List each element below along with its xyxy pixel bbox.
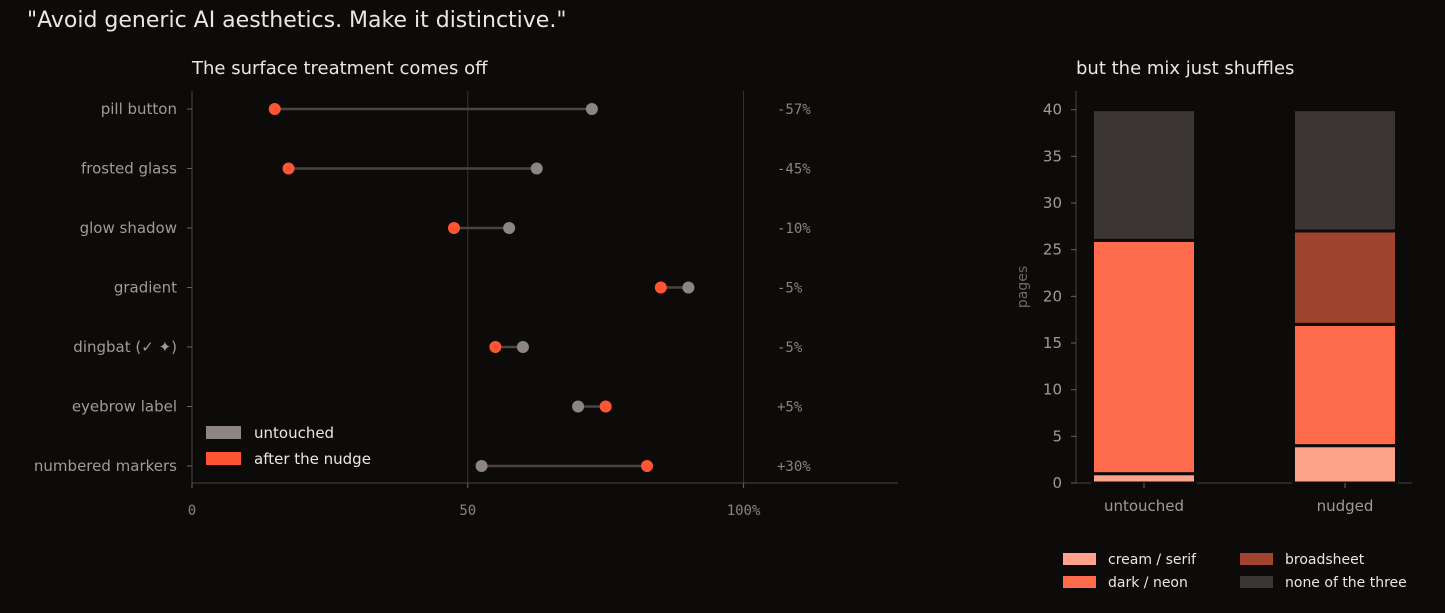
untouched-point	[503, 222, 516, 234]
legend-label-untouched: untouched	[254, 424, 334, 442]
y-tick-label: gradient	[114, 279, 177, 297]
x-tick-label: 0	[188, 503, 196, 519]
y-tick-label: dingbat (✓ ✦)	[73, 338, 177, 356]
after-nudge-point	[599, 400, 612, 413]
untouched-point	[572, 400, 585, 413]
untouched-point	[516, 341, 529, 353]
y-tick-label: 40	[1043, 101, 1062, 119]
y-axis-label: pages	[1015, 266, 1031, 308]
none-segment	[1292, 108, 1398, 233]
legend-swatch	[1240, 553, 1273, 565]
change-annotation: -57%	[777, 102, 811, 118]
untouched-point	[530, 162, 543, 175]
after-nudge-point	[641, 460, 654, 472]
change-annotation: +30%	[777, 459, 811, 475]
untouched-point	[475, 460, 488, 472]
change-annotation: +5%	[777, 400, 803, 416]
y-tick-label: frosted glass	[81, 160, 177, 178]
change-annotation: -5%	[777, 281, 803, 297]
untouched-point	[682, 281, 695, 294]
x-tick-label: 100%	[727, 503, 761, 519]
legend-label-after: after the nudge	[254, 450, 371, 468]
untouched-point	[585, 103, 598, 115]
legend-label: broadsheet	[1285, 552, 1365, 568]
after-nudge-point	[282, 162, 295, 175]
legend-swatch-untouched	[206, 426, 241, 439]
legend-label: none of the three	[1285, 575, 1407, 591]
y-tick-label: glow shadow	[80, 219, 177, 237]
figure-title: "Avoid generic AI aesthetics. Make it di…	[27, 8, 567, 33]
y-tick-label: 5	[1052, 427, 1062, 445]
legend-swatch	[1063, 553, 1096, 565]
y-tick-label: 0	[1052, 474, 1062, 492]
dark-neon-segment	[1091, 238, 1197, 476]
y-tick-label: 35	[1043, 147, 1062, 165]
x-tick-label: untouched	[1104, 497, 1184, 515]
cream-serif-segment	[1292, 444, 1398, 485]
legend-label: dark / neon	[1108, 575, 1188, 591]
x-tick-label: nudged	[1317, 497, 1374, 515]
x-tick-label: 50	[459, 503, 476, 519]
y-tick-label: 10	[1043, 381, 1062, 399]
change-annotation: -45%	[777, 162, 811, 178]
y-tick-label: 30	[1043, 194, 1062, 212]
y-tick-label: numbered markers	[34, 457, 177, 475]
after-nudge-point	[268, 103, 281, 115]
after-nudge-point	[654, 281, 667, 294]
change-annotation: -10%	[777, 221, 811, 237]
y-tick-label: 20	[1043, 287, 1062, 305]
after-nudge-point	[447, 222, 460, 234]
dark-neon-segment	[1292, 322, 1398, 448]
y-tick-label: 15	[1043, 334, 1062, 352]
legend-swatch-after	[206, 452, 241, 465]
y-tick-label: eyebrow label	[72, 398, 177, 416]
y-tick-label: 25	[1043, 241, 1062, 259]
legend-swatch	[1063, 576, 1096, 588]
legend-swatch	[1240, 576, 1273, 588]
none-segment	[1091, 108, 1197, 242]
right-chart-title: but the mix just shuffles	[1076, 58, 1294, 79]
legend-label: cream / serif	[1108, 552, 1197, 568]
y-tick-label: pill button	[101, 100, 177, 118]
change-annotation: -5%	[777, 340, 803, 356]
after-nudge-point	[489, 341, 502, 353]
left-chart-title: The surface treatment comes off	[191, 58, 488, 79]
broadsheet-segment	[1292, 229, 1398, 326]
